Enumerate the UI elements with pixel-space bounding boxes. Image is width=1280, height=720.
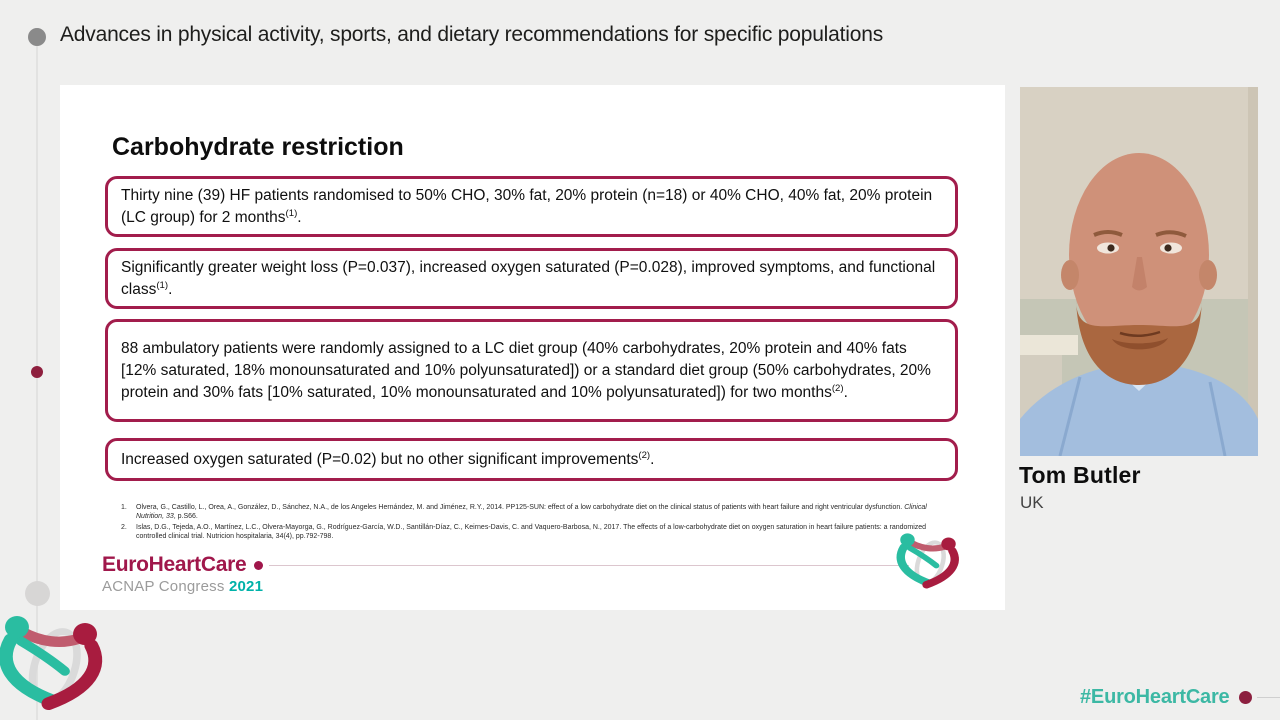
finding-text-2: Significantly greater weight loss (P=0.0…	[121, 258, 936, 298]
reference-text: Islas, D.G., Tejeda, A.O., Martínez, L.C…	[136, 524, 927, 540]
finding-text-3: 88 ambulatory patients were randomly ass…	[121, 339, 931, 401]
agenda-current-dot	[28, 28, 46, 46]
congress-subtitle: ACNAP Congress 2021	[102, 578, 264, 595]
congress-year: 2021	[228, 578, 264, 595]
speaker-face	[1069, 153, 1209, 357]
agenda-progress-dot	[31, 366, 43, 378]
euroheartcare-logo: EuroHeartCare ACNAP Congress 2021	[102, 553, 962, 595]
hashtag-row: #EuroHeartCare	[1080, 686, 1280, 709]
finding-box-1: Thirty nine (39) HF patients randomised …	[105, 176, 958, 237]
logo-rule-line	[269, 564, 910, 566]
event-hashtag: #EuroHeartCare	[1080, 686, 1230, 708]
hashtag-rule-line	[1256, 697, 1280, 698]
euroheartcare-wordmark: EuroHeartCare	[102, 553, 247, 576]
hashtag-dot-icon	[1238, 691, 1252, 704]
citation-marker: (1)	[156, 279, 169, 291]
reference-text: Olvera, G., Castillo, L., Orea, A., Gonz…	[136, 504, 927, 520]
citation-marker: (2)	[831, 382, 844, 394]
finding-box-3: 88 ambulatory patients were randomly ass…	[105, 319, 958, 422]
logo-dot-icon	[254, 560, 264, 570]
agenda-next-dot	[25, 581, 50, 606]
acnap-heart-logo-large	[0, 612, 114, 720]
reference-number: 1.	[121, 504, 127, 511]
speaker-shirt	[1020, 365, 1258, 456]
slide-heading: Carbohydrate restriction	[112, 133, 404, 161]
finding-box-2: Significantly greater weight loss (P=0.0…	[105, 248, 958, 309]
reference-list: 1. Olvera, G., Castillo, L., Orea, A., G…	[112, 503, 950, 543]
session-title: Advances in physical activity, sports, a…	[60, 23, 883, 46]
citation-marker: (1)	[285, 207, 298, 219]
finding-text-1: Thirty nine (39) HF patients randomised …	[121, 186, 933, 226]
acnap-heart-icon	[890, 531, 966, 599]
finding-text-4: Increased oxygen saturated (P=0.02) but …	[121, 449, 655, 468]
reference-number: 2.	[121, 524, 127, 531]
speaker-name: Tom Butler	[1019, 462, 1141, 488]
reference-item-1: 1. Olvera, G., Castillo, L., Orea, A., G…	[112, 503, 950, 521]
presentation-slide: Carbohydrate restriction Thirty nine (39…	[60, 85, 1005, 610]
speaker-video[interactable]	[1020, 87, 1258, 456]
agenda-timeline-line	[36, 46, 38, 720]
reference-item-2: 2. Islas, D.G., Tejeda, A.O., Martínez, …	[112, 523, 950, 541]
finding-box-4: Increased oxygen saturated (P=0.02) but …	[105, 438, 958, 481]
citation-marker: (2)	[638, 449, 651, 461]
speaker-country: UK	[1020, 493, 1044, 512]
